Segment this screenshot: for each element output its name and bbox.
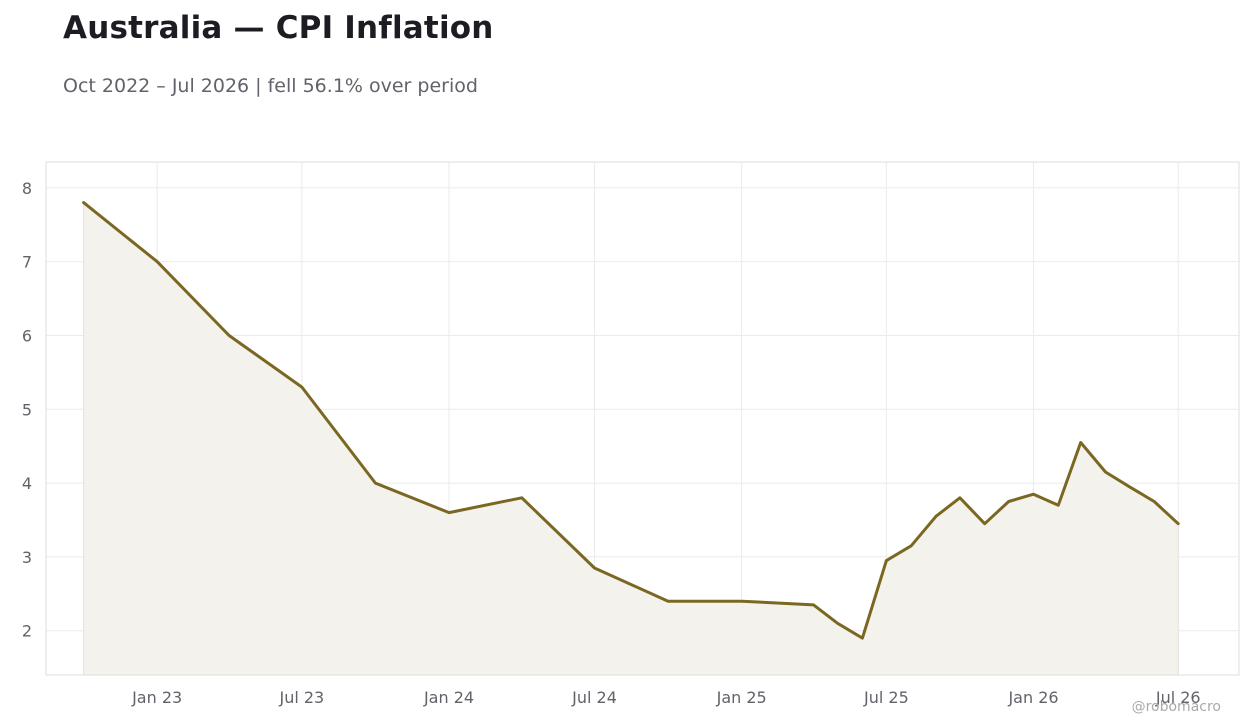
x-tick-label: Jul 25 [863, 688, 909, 707]
watermark: @robomacro [1132, 699, 1221, 715]
y-tick-label: 8 [22, 179, 32, 198]
y-tick-label: 5 [22, 400, 32, 419]
x-tick-label: Jan 23 [131, 688, 182, 707]
x-tick-label: Jan 25 [716, 688, 767, 707]
series-line [82, 201, 1180, 640]
x-tick-label: Jul 24 [571, 688, 617, 707]
y-tick-label: 3 [22, 548, 32, 567]
x-tick-label: Jul 26 [1155, 688, 1201, 707]
y-tick-label: 7 [22, 253, 32, 272]
y-tick-label: 2 [22, 622, 32, 641]
plot-frame [45, 161, 1240, 676]
y-tick-label: 6 [22, 326, 32, 345]
chart-title: Australia — CPI Inflation [63, 10, 494, 46]
x-tick-label: Jan 24 [423, 688, 474, 707]
chart-subtitle: Oct 2022 – Jul 2026 | fell 56.1% over pe… [63, 75, 478, 97]
y-axis-ticks: 2 3 4 5 6 7 8 [22, 179, 32, 641]
x-tick-label: Jul 23 [278, 688, 324, 707]
x-tick-label: Jan 26 [1007, 688, 1058, 707]
y-tick-label: 4 [22, 474, 32, 493]
x-axis-ticks: Jan 23 Jul 23 Jan 24 Jul 24 Jan 25 Jul 25 Jan … [131, 688, 1201, 707]
series-area [83, 201, 1179, 676]
